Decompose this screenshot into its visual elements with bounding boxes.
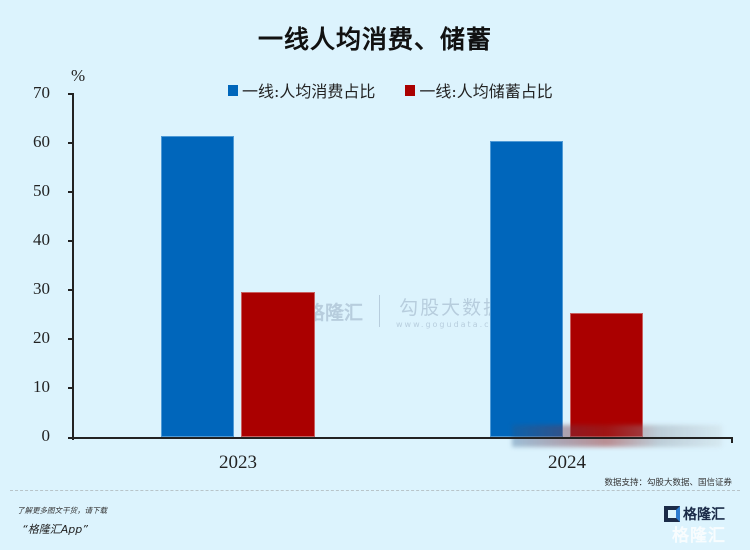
y-tick-mark <box>68 338 74 340</box>
bar-2024-savings <box>570 313 643 437</box>
y-axis-line <box>72 93 74 440</box>
y-tick-mark <box>68 387 74 389</box>
y-tick-label: 60 <box>33 132 50 151</box>
promo-text: 了解更多图文干货，请下载 <box>17 506 107 515</box>
y-tick-mark <box>68 93 74 95</box>
watermark-url: www.gogudata.com <box>396 320 508 329</box>
y-tick-label: 50 <box>33 181 50 200</box>
y-tick-label: 40 <box>33 230 50 249</box>
y-tick-mark <box>68 289 74 291</box>
promo-app-name: “格隆汇App” <box>22 523 88 536</box>
bar-2024-consumption <box>490 141 563 437</box>
x-axis-line <box>68 437 733 439</box>
chart-title: 一线人均消费、储蓄 <box>257 25 492 54</box>
watermark-brand: 格隆汇 <box>306 301 364 324</box>
y-tick-label: 10 <box>33 377 50 396</box>
legend-label-savings: 一线:人均储蓄占比 <box>419 82 553 101</box>
x-tick-label-2024: 2024 <box>548 452 586 473</box>
y-tick-label: 70 <box>33 83 50 102</box>
y-tick-mark <box>68 240 74 242</box>
watermark-name: 勾股大数据 <box>399 297 505 319</box>
legend-item-consumption: 一线:人均消费占比 <box>228 78 375 102</box>
legend-label-consumption: 一线:人均消费占比 <box>242 82 376 101</box>
y-tick-mark <box>68 142 74 144</box>
brand-logo: 格隆汇 <box>664 504 725 524</box>
watermark-text: 勾股大数据 www.gogudata.com <box>396 293 507 329</box>
y-tick-mark <box>68 191 74 193</box>
brand-logo-text: 格隆汇 <box>683 507 725 523</box>
y-unit-label: % <box>71 66 86 85</box>
brand-logo-ghost: 格隆汇 <box>672 526 726 546</box>
data-source-note: 数据支持：勾股大数据、国信证券 <box>604 478 732 488</box>
x-axis-end-tick <box>731 437 733 443</box>
bar-2023-consumption <box>161 136 234 437</box>
legend-swatch-consumption <box>228 84 238 96</box>
footer-divider <box>10 490 740 491</box>
watermark-divider <box>379 295 381 327</box>
brand-logo-icon <box>664 506 680 522</box>
y-tick-label: 20 <box>33 328 50 347</box>
bar-2023-savings <box>241 292 315 437</box>
watermark: 格隆汇 勾股大数据 www.gogudata.com <box>270 293 507 329</box>
y-tick-label: 30 <box>33 279 50 298</box>
legend: 一线:人均消费占比 一线:人均储蓄占比 <box>228 78 553 102</box>
y-tick-label: 0 <box>41 426 51 445</box>
x-tick-label-2023: 2023 <box>219 452 257 473</box>
legend-swatch-savings <box>405 84 416 96</box>
blurred-region <box>512 425 722 447</box>
legend-item-savings: 一线:人均储蓄占比 <box>405 78 553 102</box>
